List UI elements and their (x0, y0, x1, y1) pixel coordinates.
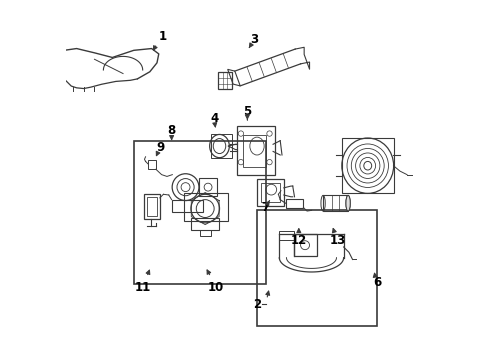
Text: 2: 2 (253, 298, 261, 311)
Text: 7: 7 (261, 201, 269, 214)
Text: 3: 3 (250, 33, 258, 46)
Bar (341, 138, 393, 193)
Bar (210, 134, 231, 158)
Text: 9: 9 (156, 141, 164, 154)
Text: 11: 11 (134, 282, 150, 294)
Bar (172, 200, 203, 212)
Bar (293, 234, 316, 256)
Ellipse shape (345, 195, 349, 211)
Bar (237, 126, 274, 175)
Text: 5: 5 (243, 105, 251, 118)
Bar (143, 194, 160, 219)
Bar (242, 135, 265, 167)
Text: 10: 10 (207, 282, 224, 294)
Bar (257, 210, 376, 327)
Bar (218, 72, 232, 89)
Text: 1: 1 (158, 30, 166, 43)
Bar (200, 230, 210, 237)
Bar (183, 193, 228, 221)
Text: 13: 13 (328, 234, 345, 247)
Text: 4: 4 (209, 112, 218, 125)
Text: 12: 12 (290, 234, 306, 247)
Text: 6: 6 (372, 276, 381, 289)
Bar (134, 141, 265, 284)
Bar (285, 199, 303, 207)
Bar (148, 160, 156, 169)
Bar (279, 231, 293, 240)
Bar (257, 179, 283, 206)
Bar (190, 217, 219, 230)
Bar (146, 197, 157, 216)
Bar (199, 178, 217, 196)
Text: 8: 8 (167, 124, 175, 137)
Bar (260, 183, 280, 202)
Bar (323, 195, 347, 211)
